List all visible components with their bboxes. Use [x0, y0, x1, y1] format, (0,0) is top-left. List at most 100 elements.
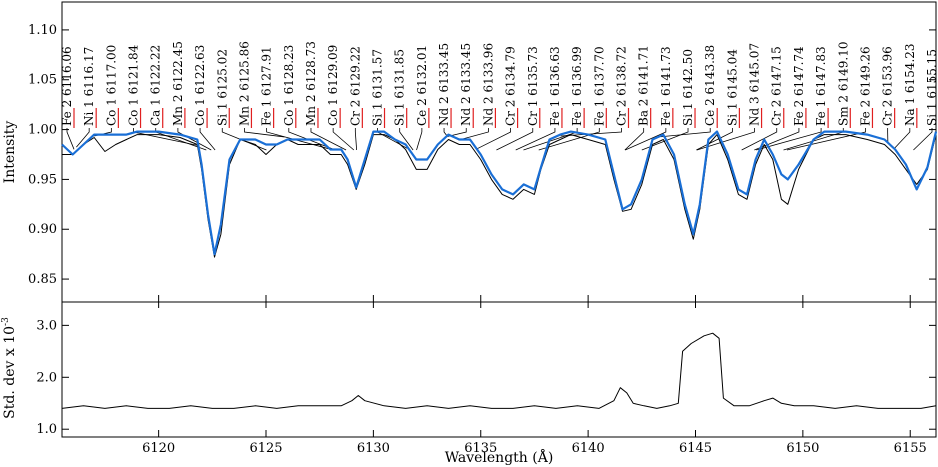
line-id-label: Ba 2 6141.71: [637, 45, 651, 126]
line-id-wavelength: 6155.15: [925, 49, 938, 99]
line-id-wavelength: 6128.23: [282, 45, 296, 95]
line-id-leader: [754, 128, 800, 151]
line-id-element: Si 1: [725, 99, 739, 126]
line-id-label: Na 1 6154.23: [903, 43, 917, 126]
std-dev-line: [61, 332, 937, 409]
line-id-wavelength: 6122.45: [171, 41, 185, 91]
line-id-leader: [399, 128, 414, 151]
line-id-element: Cr 2: [770, 96, 784, 126]
line-id-label: Si 1 6131.57: [371, 49, 385, 126]
line-id-leader: [244, 128, 285, 138]
line-id-element: Co 1: [282, 94, 296, 126]
line-id-element: Si 1: [371, 99, 385, 126]
line-id-leader: [443, 128, 448, 137]
line-id-leader: [625, 128, 667, 151]
line-id-element: Ba 2: [637, 95, 651, 126]
line-id-leader: [221, 128, 267, 151]
line-id-element: Fe 1: [659, 96, 673, 126]
line-id-leader: [266, 128, 329, 150]
line-id-element: Si 1: [393, 99, 407, 126]
line-id-wavelength: 6136.99: [570, 46, 584, 96]
line-id-wavelength: 6138.72: [614, 46, 628, 96]
x-tick-label: 6120: [142, 441, 175, 456]
top-y-axis-label: Intensity: [2, 121, 18, 184]
line-id-element: Cr 1: [526, 96, 540, 126]
line-id-label: Fe 1 6137.70: [592, 46, 606, 126]
line-id-leader: [624, 128, 645, 151]
line-id-label: Cr 2 6138.72: [614, 46, 628, 126]
line-id-leader: [458, 128, 489, 141]
line-id-element: Mn 2: [304, 91, 318, 126]
line-id-leader: [199, 128, 216, 151]
line-id-wavelength: 6125.86: [237, 41, 251, 91]
line-id-element: Nd 2: [459, 93, 473, 126]
line-id-leader: [741, 128, 778, 151]
line-id-wavelength: 6133.45: [437, 43, 451, 93]
bottom-series-group: [61, 332, 937, 409]
line-id-label: Co 1 6121.84: [127, 44, 141, 126]
line-id-element: Cr 2: [348, 96, 362, 126]
line-id-label: Ca 1 6122.22: [149, 45, 163, 126]
line-id-label: Fe 2 6147.74: [792, 46, 806, 126]
line-id-wavelength: 6131.57: [371, 49, 385, 99]
line-id-wavelength: 6136.63: [548, 46, 562, 96]
line-id-wavelength: 6129.22: [348, 46, 362, 96]
x-axis: 6120 6125 6130 6135 6140 6145 6150 6155: [142, 295, 927, 456]
line-id-label: Nd 2 6133.45: [459, 43, 473, 126]
line-id-wavelength: 6147.15: [770, 46, 784, 96]
line-id-label: Cr 2 6147.15: [770, 46, 784, 126]
top-y-tick-label: 1.05: [28, 73, 57, 88]
line-id-element: Nd 3: [748, 93, 762, 126]
line-id-element: Nd 2: [437, 93, 451, 126]
line-id-label: Ce 2 6132.01: [415, 45, 429, 126]
line-id-label: Fe 1 6136.63: [548, 46, 562, 126]
line-id-wavelength: 6135.73: [526, 46, 540, 96]
top-y-tick-label: 1.00: [28, 123, 57, 138]
line-id-label: Cr 2 6153.96: [881, 46, 895, 126]
line-id-element: Fe 1: [814, 96, 828, 126]
line-id-leader: [354, 128, 358, 151]
line-id-wavelength: 6145.04: [725, 49, 739, 99]
line-id-element: Fe 1: [592, 96, 606, 126]
line-id-label: Co 1 6122.63: [193, 45, 207, 126]
x-axis-label: Wavelength (Å): [445, 448, 554, 466]
line-id-label: Cr 1 6135.73: [526, 46, 540, 126]
line-id-element: Co 1: [193, 94, 207, 126]
top-series-group: [61, 130, 938, 258]
line-id-label: Nd 2 6133.45: [437, 43, 451, 126]
line-id-leader: [288, 128, 336, 151]
line-id-element: Si 1: [215, 99, 229, 126]
x-tick-label: 6155: [894, 441, 927, 456]
line-id-label: Nd 2 6133.96: [481, 43, 495, 126]
line-id-label: Fe 1 6136.99: [570, 46, 584, 126]
line-id-label: Ni 1 6116.17: [82, 47, 96, 126]
top-y-tick-label: 0.95: [28, 172, 57, 187]
line-id-element: Sm 2: [836, 91, 850, 126]
line-id-wavelength: 6145.07: [748, 43, 762, 93]
line-id-leader: [756, 128, 822, 151]
bottom-y-axis-label-exponent: -3: [1, 317, 11, 326]
line-id-leader: [447, 128, 467, 137]
bottom-panel: 1.0 2.0 3.0 Std. dev x 10-3: [1, 301, 937, 438]
x-tick-label: 6140: [572, 441, 605, 456]
line-id-leader: [696, 128, 755, 151]
x-tick-label: 6145: [679, 441, 712, 456]
line-id-wavelength: 6131.85: [393, 49, 407, 99]
x-tick-label: 6150: [786, 441, 819, 456]
x-tick-label: 6135: [464, 441, 497, 456]
line-id-element: Fe 1: [260, 96, 274, 126]
line-id-label: Sm 2 6149.10: [836, 42, 850, 127]
line-id-wavelength: 6122.22: [149, 45, 163, 95]
bottom-y-tick-label: 2.0: [36, 370, 57, 385]
top-y-tick-label: 0.90: [28, 222, 57, 237]
line-id-wavelength: 6128.73: [304, 41, 318, 91]
line-id-leader: [476, 128, 511, 150]
line-id-wavelength: 6133.45: [459, 43, 473, 93]
bottom-y-axis-label-base: Std. dev x 10: [2, 326, 18, 419]
line-id-label: Si 1 6145.04: [725, 49, 739, 126]
line-id-label: Ce 2 6143.38: [703, 45, 717, 126]
top-panel: 0.85 0.90 0.95 1.00 1.05 1.10 Fe 2 6116.06 Ni …: [2, 1, 938, 303]
line-id-element: Fe 2: [60, 96, 74, 126]
line-id-leader: [696, 128, 733, 151]
